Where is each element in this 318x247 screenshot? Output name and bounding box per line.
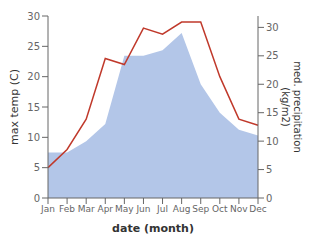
svg-text:Oct: Oct <box>212 204 228 214</box>
svg-text:Feb: Feb <box>59 204 75 214</box>
svg-text:5: 5 <box>34 162 40 173</box>
svg-text:max temp (C): max temp (C) <box>8 69 21 145</box>
svg-text:5: 5 <box>266 164 272 175</box>
svg-text:date (month): date (month) <box>112 222 194 235</box>
svg-text:0: 0 <box>266 193 272 204</box>
svg-text:15: 15 <box>27 102 40 113</box>
svg-text:Apr: Apr <box>97 204 113 214</box>
svg-text:30: 30 <box>27 11 40 22</box>
svg-text:(kg/m2): (kg/m2) <box>280 87 291 127</box>
svg-text:0: 0 <box>34 193 40 204</box>
svg-text:15: 15 <box>266 107 279 118</box>
svg-text:25: 25 <box>27 41 40 52</box>
svg-text:med. precipitation: med. precipitation <box>292 61 303 153</box>
svg-text:30: 30 <box>266 22 279 33</box>
svg-text:20: 20 <box>27 71 40 82</box>
svg-text:20: 20 <box>266 79 279 90</box>
svg-text:Dec: Dec <box>249 204 266 214</box>
svg-text:Jun: Jun <box>135 204 150 214</box>
svg-text:Jul: Jul <box>156 204 168 214</box>
svg-text:Aug: Aug <box>173 204 191 214</box>
svg-text:10: 10 <box>27 132 40 143</box>
svg-text:Mar: Mar <box>78 204 95 214</box>
svg-text:Nov: Nov <box>230 204 248 214</box>
svg-text:Sep: Sep <box>192 204 209 214</box>
svg-text:10: 10 <box>266 136 279 147</box>
svg-text:Jan: Jan <box>40 204 55 214</box>
svg-text:25: 25 <box>266 50 279 61</box>
svg-text:May: May <box>115 204 134 214</box>
